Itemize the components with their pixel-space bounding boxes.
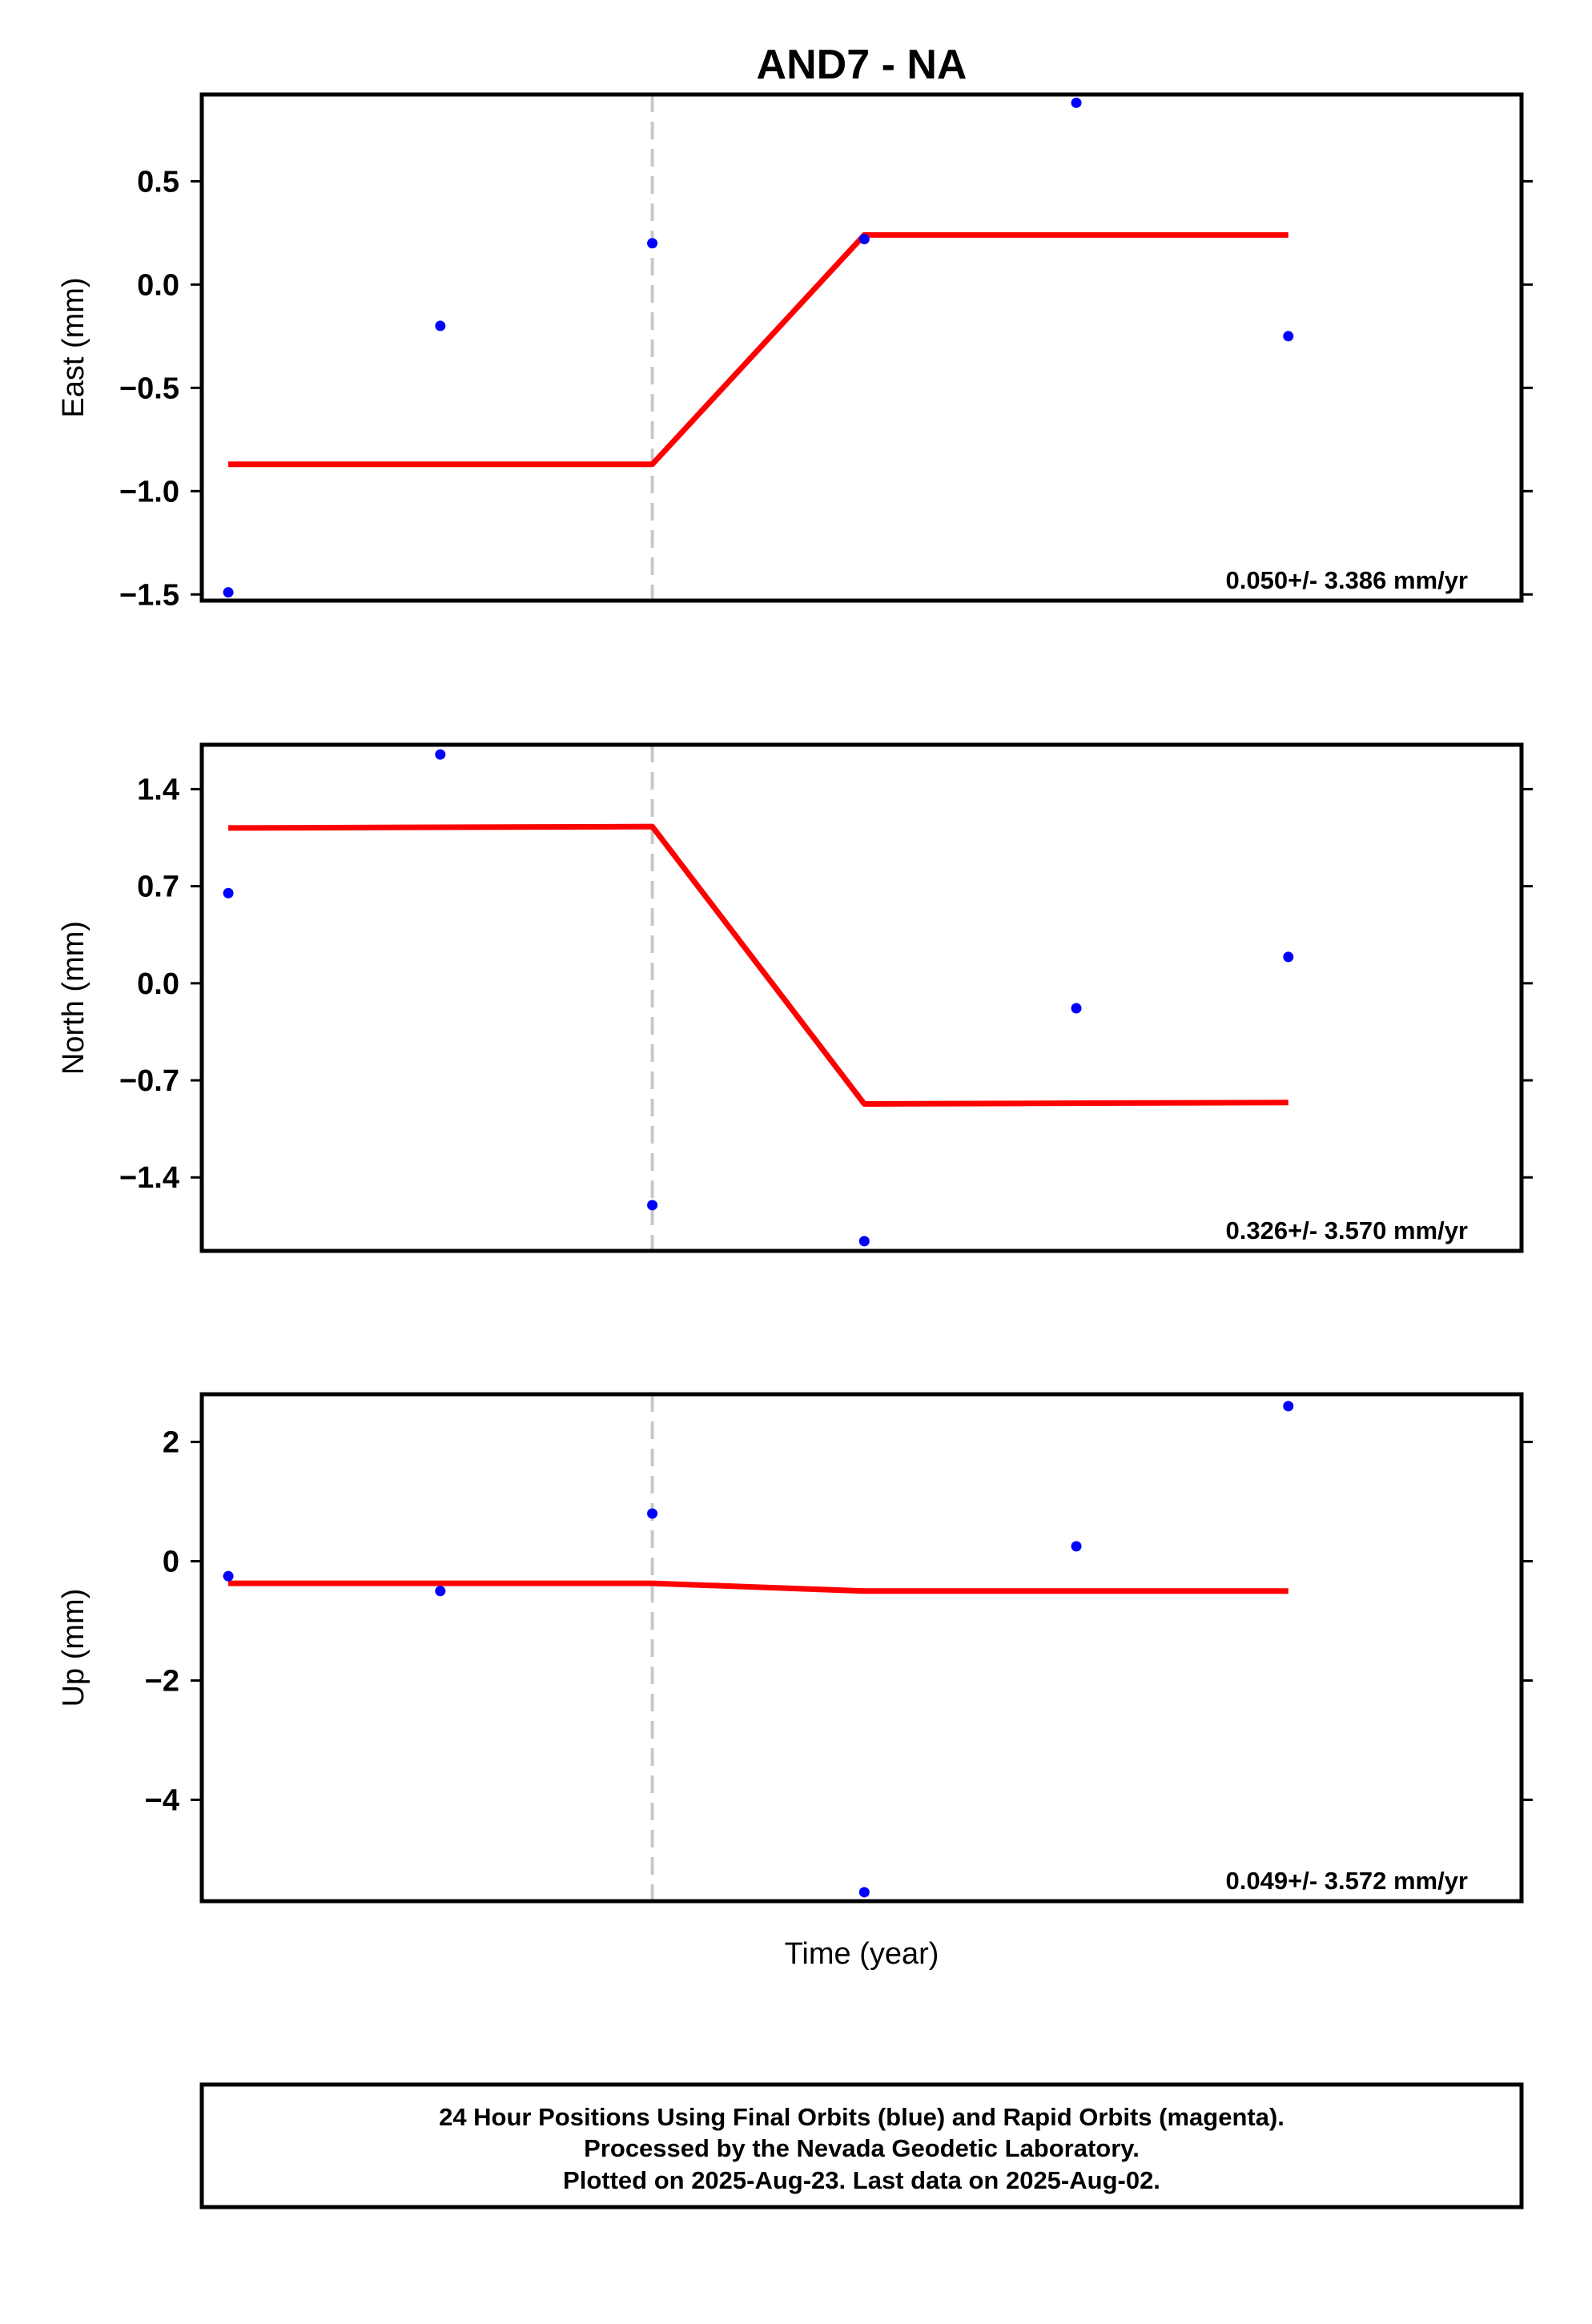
model-fit-line — [228, 231, 1288, 468]
y-tick-label: −0.7 — [119, 1064, 179, 1098]
data-point — [647, 1508, 658, 1519]
y-tick-label: −0.5 — [119, 372, 179, 405]
data-point — [1071, 97, 1082, 108]
panel-1: 0.5 0.0 −0.5 −1.0 −1.5 East (mm) 0.050+/- 3.38… — [57, 92, 1533, 612]
data-point — [223, 887, 234, 899]
y-tick-label: 0 — [163, 1546, 179, 1579]
chart-title: AND7 - NA — [757, 42, 967, 88]
y-tick-label: 0.0 — [137, 268, 179, 302]
data-point — [1283, 331, 1294, 342]
y-tick-label: 0.5 — [137, 165, 179, 199]
y-tick-label: −1.5 — [119, 578, 179, 612]
y-axis-label: East (mm) — [57, 277, 90, 417]
y-tick-label: −2 — [145, 1664, 179, 1698]
data-point — [858, 1236, 870, 1247]
panel-frame — [199, 1392, 1524, 1904]
rate-annotation: 0.049+/- 3.572 mm/yr — [1226, 1867, 1468, 1895]
panel-2: 1.4 0.7 0.0 −0.7 −1.4 North (mm) 0.326+/- 3.57… — [57, 742, 1533, 1253]
y-tick-label: −1.4 — [119, 1161, 179, 1195]
data-point — [1283, 951, 1294, 963]
footer-box — [199, 2082, 1524, 2209]
footer-line-1: 24 Hour Positions Using Final Orbits (bl… — [439, 2103, 1284, 2131]
data-point — [1283, 1401, 1294, 1412]
y-tick-label: 2 — [163, 1426, 179, 1460]
y-tick-label: 1.4 — [137, 773, 179, 806]
rate-annotation: 0.326+/- 3.570 mm/yr — [1226, 1216, 1468, 1244]
data-point — [223, 1570, 234, 1582]
panel-frame — [199, 742, 1524, 1253]
footer-line-3: Plotted on 2025-Aug-23. Last data on 202… — [563, 2166, 1160, 2194]
y-tick-label: −1.0 — [119, 475, 179, 509]
panels: 0.5 0.0 −0.5 −1.0 −1.5 East (mm) 0.050+/- 3.38… — [57, 92, 1533, 1904]
data-point — [1071, 1541, 1082, 1552]
data-point — [858, 1887, 870, 1898]
panel-3: 2 0 −2 −4 Up (mm) 0.049+/- 3.572 mm/yr — [57, 1392, 1533, 1904]
data-point — [435, 1586, 446, 1597]
panel-frame — [199, 92, 1524, 603]
y-tick-label: 0.7 — [137, 870, 179, 904]
y-tick-label: 0.0 — [137, 967, 179, 1001]
model-fit-line — [228, 1580, 1288, 1594]
model-fit-line — [228, 823, 1288, 1107]
data-point — [1071, 1003, 1082, 1014]
data-point — [435, 749, 446, 760]
y-axis-label: North (mm) — [57, 921, 90, 1075]
data-point — [858, 234, 870, 245]
data-point — [223, 587, 234, 598]
y-tick-label: −4 — [145, 1783, 179, 1817]
x-axis-label: Time (year) — [785, 1937, 939, 1971]
data-point — [647, 1200, 658, 1211]
data-point — [435, 320, 446, 332]
footer-line-2: Processed by the Nevada Geodetic Laborat… — [584, 2134, 1140, 2162]
data-point — [647, 238, 658, 249]
y-axis-label: Up (mm) — [57, 1589, 90, 1707]
rate-annotation: 0.050+/- 3.386 mm/yr — [1226, 566, 1468, 594]
